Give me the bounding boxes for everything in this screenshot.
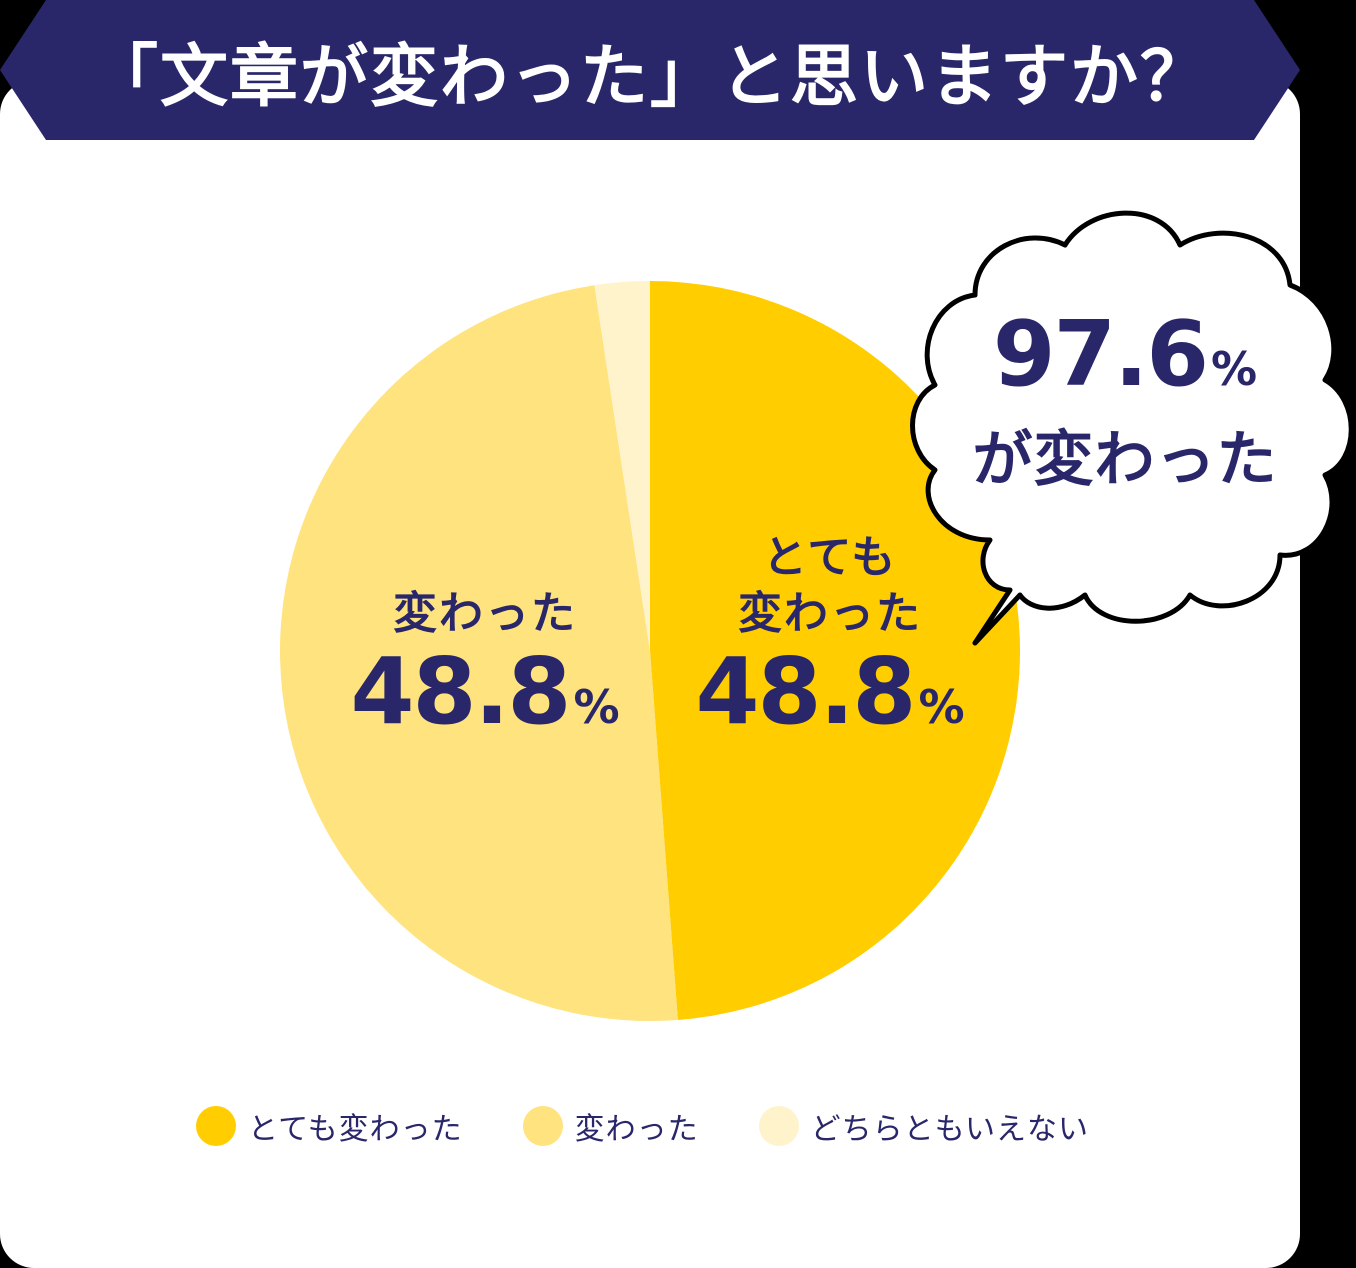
slice-value-unit: %	[573, 680, 620, 734]
slice-value-number: 48.8	[695, 638, 916, 745]
bubble-value-unit: %	[1210, 342, 1258, 396]
legend-label: どちらともいえない	[810, 1112, 1090, 1147]
pie-slice-1	[279, 285, 678, 1022]
slice-label-changed: 変わった 48.8%	[330, 586, 640, 757]
legend-label: 変わった	[574, 1112, 699, 1147]
legend-swatch	[522, 1106, 563, 1146]
legend-swatch	[196, 1106, 236, 1146]
slice-value-unit: %	[918, 680, 965, 734]
bubble-value-number: 97.6	[992, 302, 1209, 407]
banner-shape	[0, 0, 1300, 140]
legend-item-changed: 変わった	[522, 1104, 699, 1148]
bubble-value: 97.6%	[925, 305, 1325, 419]
slice-value: 48.8%	[330, 642, 640, 757]
page-title: 「文章が変わった」と思いますか？	[89, 37, 1210, 117]
legend: とても変わった 変わった どちらともいえない	[196, 1104, 1149, 1148]
slice-value: 48.8%	[680, 642, 980, 757]
slice-name: 変わった	[738, 588, 922, 639]
slice-label-very-changed: とても 変わった 48.8%	[680, 530, 980, 757]
slice-value-number: 48.8	[350, 638, 571, 745]
pie-slice-2	[594, 281, 650, 651]
legend-swatch	[758, 1106, 799, 1146]
legend-label: とても変わった	[248, 1112, 463, 1147]
bubble-caption: が変わった	[972, 425, 1278, 495]
title-banner: 「文章が変わった」と思いますか？	[0, 0, 1300, 140]
slice-name: とても	[762, 532, 898, 583]
legend-item-very-changed: とても変わった	[196, 1104, 463, 1148]
legend-item-neither: どちらともいえない	[758, 1104, 1090, 1148]
bubble-text: 97.6% が変わった	[925, 305, 1325, 496]
slice-name: 変わった	[393, 588, 577, 639]
